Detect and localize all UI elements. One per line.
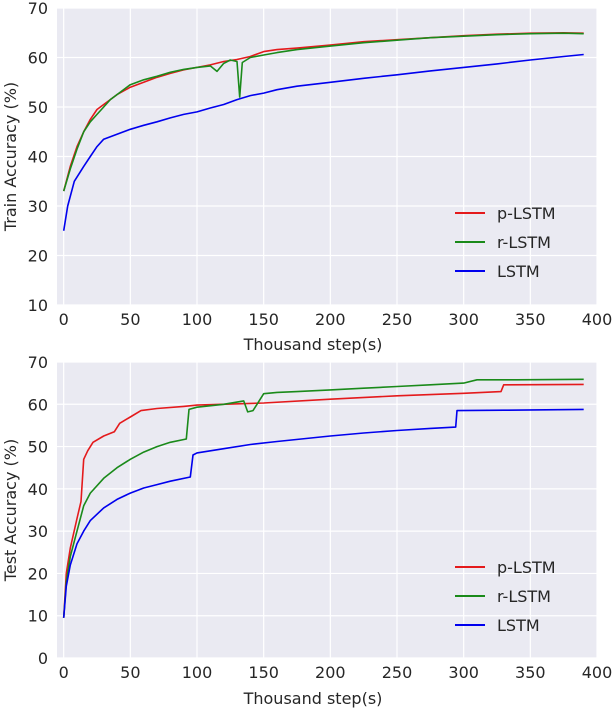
x-tick-label: 150 xyxy=(248,310,279,329)
legend-label-lstm: LSTM xyxy=(497,262,540,281)
y-tick-label: 10 xyxy=(28,607,48,626)
x-tick-label: 50 xyxy=(120,663,140,682)
x-tick-label: 250 xyxy=(382,663,413,682)
y-tick-label: 20 xyxy=(28,564,48,583)
y-tick-label: 20 xyxy=(28,247,48,266)
legend-label-r-lstm: r-LSTM xyxy=(497,587,551,606)
plot-area xyxy=(57,362,597,658)
y-tick-label: 70 xyxy=(28,0,48,18)
y-tick-label: 30 xyxy=(28,522,48,541)
y-tick-label: 0 xyxy=(38,649,48,668)
y-axis-label: Train Accuracy (%) xyxy=(1,82,20,232)
legend-label-p-lstm: p-LSTM xyxy=(497,204,556,223)
series-line-r-lstm xyxy=(62,378,584,618)
legend-label-p-lstm: p-LSTM xyxy=(497,558,556,577)
x-tick-label: 350 xyxy=(515,310,546,329)
y-tick-label: 50 xyxy=(28,98,48,117)
series-line-lstm xyxy=(62,53,584,231)
test-accuracy-panel: 0 50 100 150 200 250 300 350 400 0 10 20 30 40 50 60 70 T… xyxy=(1,353,612,708)
series-line-lstm xyxy=(62,408,584,618)
train-accuracy-panel: 0 50 100 150 200 250 300 350 400 10 20 30 40 50 60 70 Th… xyxy=(1,0,612,354)
legend-label-r-lstm: r-LSTM xyxy=(497,233,551,252)
y-tick-label: 70 xyxy=(28,353,48,372)
x-tick-label: 50 xyxy=(120,310,140,329)
y-tick-label: 40 xyxy=(28,480,48,499)
x-tick-label: 100 xyxy=(182,663,213,682)
y-tick-label: 30 xyxy=(28,197,48,216)
x-tick-label: 200 xyxy=(315,310,346,329)
y-tick-label: 10 xyxy=(28,296,48,315)
x-tick-label: 150 xyxy=(248,663,279,682)
x-tick-label: 300 xyxy=(448,663,479,682)
y-axis-label: Test Accuracy (%) xyxy=(1,439,20,582)
x-axis-label: Thousand step(s) xyxy=(243,335,383,354)
x-tick-label: 250 xyxy=(382,310,413,329)
y-tick-label: 60 xyxy=(28,49,48,68)
x-tick-label: 400 xyxy=(582,310,613,329)
x-tick-label: 0 xyxy=(59,310,69,329)
y-tick-label: 40 xyxy=(28,148,48,167)
y-tick-label: 60 xyxy=(28,395,48,414)
x-tick-label: 100 xyxy=(182,310,213,329)
x-tick-label: 400 xyxy=(582,663,613,682)
series-line-r-lstm xyxy=(62,32,584,192)
x-tick-label: 350 xyxy=(515,663,546,682)
x-tick-label: 0 xyxy=(59,663,69,682)
x-tick-label: 200 xyxy=(315,663,346,682)
x-axis-label: Thousand step(s) xyxy=(243,689,383,708)
y-tick-label: 50 xyxy=(28,438,48,457)
series-line-p-lstm xyxy=(62,383,584,618)
legend-label-lstm: LSTM xyxy=(497,616,540,635)
x-tick-label: 300 xyxy=(448,310,479,329)
